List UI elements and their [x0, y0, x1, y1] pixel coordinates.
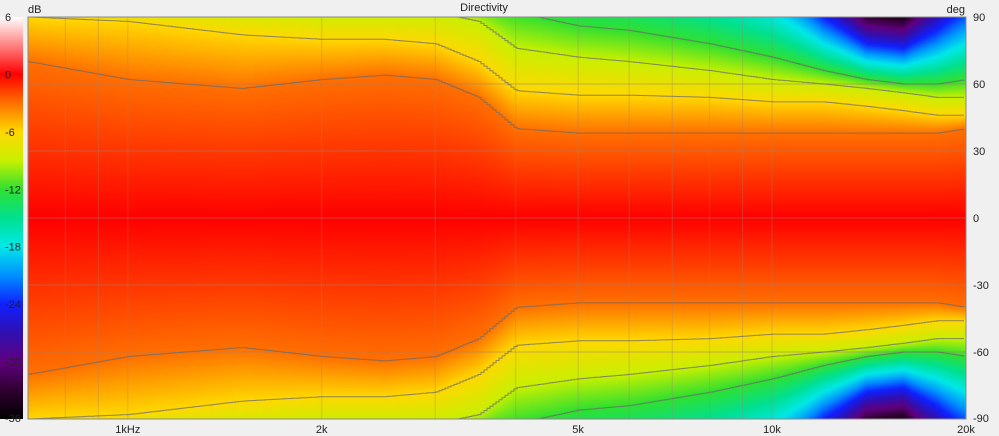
- y-axis-unit-label: deg: [947, 4, 965, 16]
- colorbar-tick-label: -12: [5, 184, 21, 196]
- plot-border: [27, 16, 967, 420]
- x-axis-ticks: 1kHz 2k 5k 10k 20k: [115, 424, 975, 436]
- x-tick-label: 2k: [316, 424, 328, 436]
- colorbar-tick-label: -30: [5, 357, 21, 369]
- colorbar-tick-label: -6: [5, 127, 15, 139]
- chart-title: Directivity: [460, 2, 508, 14]
- x-tick-label: 20k: [957, 424, 975, 436]
- colorbar-tick-label: -24: [5, 299, 21, 311]
- contour-minus-3db-lower: [28, 302, 965, 375]
- y-tick-label: -60: [973, 347, 989, 359]
- contour-minus-6db-lower: [28, 320, 964, 420]
- y-tick-label: 90: [973, 12, 985, 24]
- x-tick-label: 5k: [572, 424, 584, 436]
- contour-minus-3db-upper: [28, 61, 965, 134]
- y-tick-label: 60: [973, 79, 985, 91]
- colorbar-tick-label: 0: [5, 69, 11, 81]
- y-tick-label: 0: [973, 213, 979, 225]
- colorbar: [0, 17, 23, 419]
- y-tick-label: -90: [973, 413, 989, 425]
- y-axis-ticks: 90 60 30 0 -30 -60 -90: [973, 12, 989, 425]
- plot-area: [27, 16, 967, 420]
- colorbar-ticks: 6 0 -6 -12 -18 -24 -30 -36: [5, 12, 21, 425]
- x-tick-label: 1kHz: [115, 424, 140, 436]
- colorbar-unit-label: dB: [28, 4, 41, 16]
- y-tick-label: -30: [973, 280, 989, 292]
- y-tick-label: 30: [973, 146, 985, 158]
- x-tick-label: 10k: [763, 424, 781, 436]
- colorbar-tick-label: 6: [5, 12, 11, 24]
- colorbar-tick-label: -18: [5, 242, 21, 254]
- contour-minus-6db-upper: [28, 16, 964, 116]
- colorbar-tick-label: -36: [5, 413, 21, 425]
